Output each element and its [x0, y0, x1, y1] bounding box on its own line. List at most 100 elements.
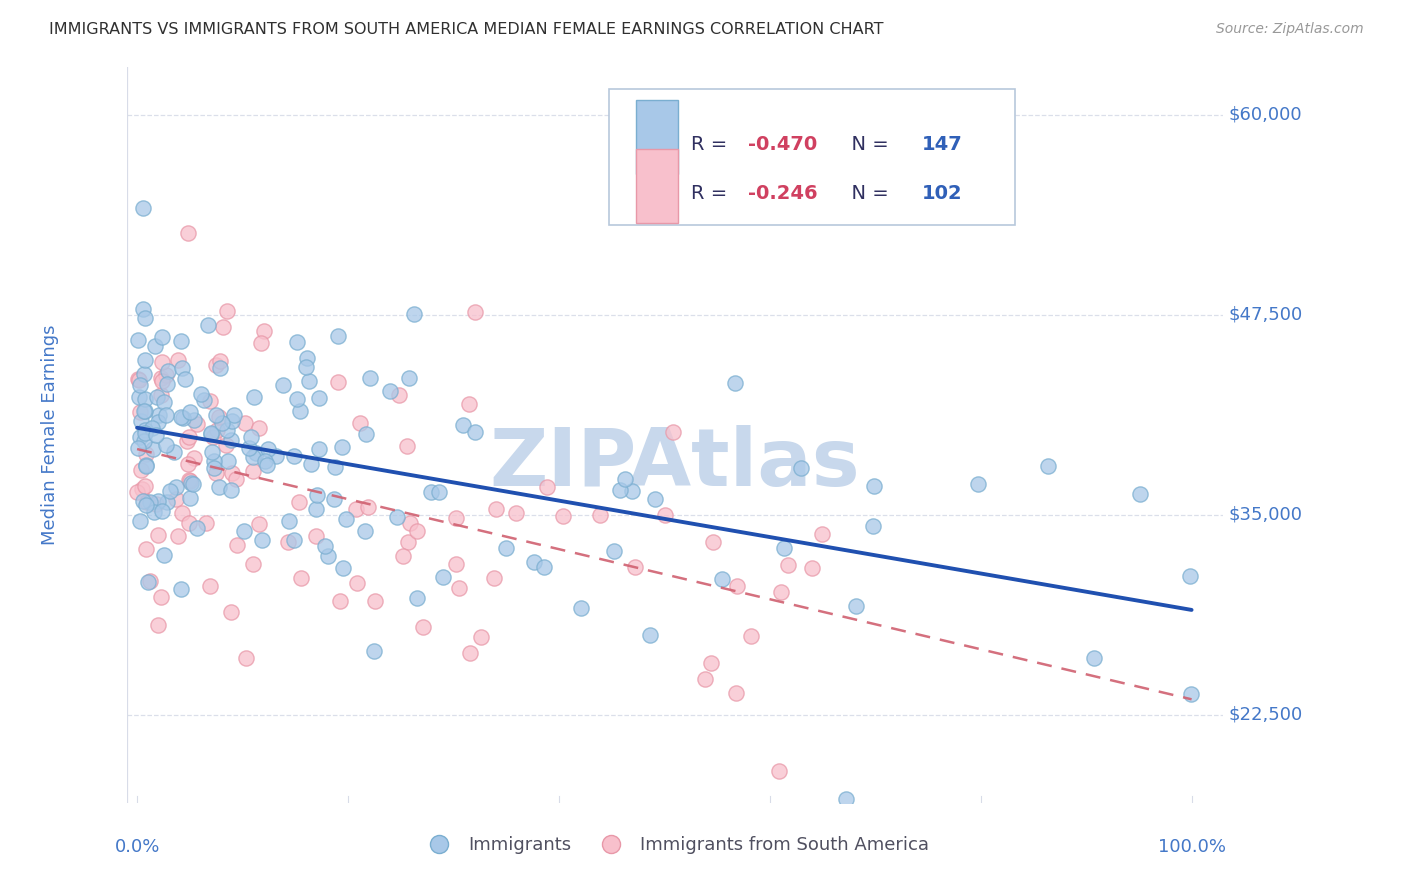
- Point: [176, 434, 198, 448]
- Point: [256, 442, 278, 456]
- Point: [179, 516, 201, 530]
- Point: [132, 201, 155, 215]
- Point: [250, 335, 273, 350]
- Point: [444, 557, 467, 571]
- Point: [967, 476, 990, 491]
- Text: 100.0%: 100.0%: [1157, 838, 1226, 856]
- Point: [150, 330, 173, 344]
- Point: [221, 434, 243, 448]
- Point: [523, 555, 546, 569]
- Point: [662, 425, 685, 439]
- Point: [170, 334, 193, 348]
- Point: [128, 378, 150, 392]
- Point: [134, 423, 156, 437]
- Point: [136, 495, 159, 509]
- Point: [242, 450, 264, 464]
- Point: [205, 358, 228, 372]
- Point: [198, 579, 221, 593]
- Point: [205, 423, 228, 437]
- Text: ZIPAtlas: ZIPAtlas: [489, 425, 860, 503]
- Point: [170, 582, 193, 596]
- Point: [242, 464, 264, 478]
- Point: [200, 427, 222, 442]
- Point: [835, 792, 858, 806]
- Text: 0.0%: 0.0%: [114, 838, 160, 856]
- Point: [155, 408, 177, 422]
- Text: IMMIGRANTS VS IMMIGRANTS FROM SOUTH AMERICA MEDIAN FEMALE EARNINGS CORRELATION C: IMMIGRANTS VS IMMIGRANTS FROM SOUTH AMER…: [49, 22, 884, 37]
- Point: [354, 524, 377, 538]
- Point: [505, 506, 527, 520]
- Point: [134, 352, 156, 367]
- Point: [165, 480, 187, 494]
- Point: [693, 673, 716, 687]
- Point: [135, 541, 157, 556]
- Point: [221, 414, 243, 428]
- Point: [305, 529, 328, 543]
- Point: [644, 492, 666, 507]
- Point: [240, 430, 263, 444]
- Text: $22,500: $22,500: [1229, 706, 1303, 723]
- Point: [172, 506, 194, 520]
- Point: [150, 591, 173, 605]
- Point: [226, 538, 249, 552]
- Point: [201, 445, 224, 459]
- Point: [245, 445, 267, 459]
- Point: [181, 477, 204, 491]
- Text: Median Female Earnings: Median Female Earnings: [41, 325, 59, 545]
- Point: [134, 425, 156, 440]
- Point: [724, 686, 747, 700]
- Point: [148, 408, 170, 422]
- Point: [128, 391, 150, 405]
- Point: [148, 528, 170, 542]
- Point: [451, 417, 474, 432]
- Point: [357, 500, 380, 514]
- Point: [1129, 487, 1152, 501]
- Point: [179, 405, 201, 419]
- Text: 147: 147: [922, 135, 962, 153]
- Point: [132, 434, 155, 449]
- Point: [811, 527, 834, 541]
- Point: [146, 390, 169, 404]
- Point: [145, 497, 167, 511]
- Point: [247, 516, 270, 531]
- Point: [464, 425, 486, 439]
- Point: [711, 572, 734, 586]
- Point: [202, 454, 225, 468]
- Point: [432, 570, 454, 584]
- Point: [139, 574, 162, 588]
- Point: [221, 466, 243, 480]
- Point: [177, 226, 200, 240]
- Point: [427, 485, 450, 500]
- Point: [295, 359, 318, 374]
- Point: [208, 410, 231, 425]
- Point: [724, 376, 747, 390]
- Point: [134, 404, 156, 418]
- Point: [387, 388, 409, 402]
- Point: [134, 404, 156, 418]
- Point: [142, 442, 165, 457]
- Point: [233, 417, 256, 431]
- Point: [205, 467, 228, 481]
- Point: [163, 445, 186, 459]
- Point: [264, 449, 287, 463]
- Point: [396, 535, 419, 549]
- Point: [190, 387, 212, 401]
- Point: [172, 411, 194, 425]
- Point: [208, 360, 231, 375]
- Point: [183, 413, 205, 427]
- Point: [200, 425, 222, 440]
- Point: [609, 483, 631, 498]
- Point: [458, 646, 481, 660]
- Point: [495, 541, 517, 555]
- Point: [359, 371, 381, 385]
- Point: [1036, 459, 1059, 474]
- Point: [156, 377, 179, 392]
- Point: [179, 491, 201, 505]
- FancyBboxPatch shape: [637, 100, 678, 174]
- Point: [127, 441, 149, 455]
- Text: $60,000: $60,000: [1229, 106, 1302, 124]
- Point: [200, 394, 222, 409]
- Point: [385, 509, 408, 524]
- Point: [215, 304, 238, 318]
- Point: [285, 334, 308, 349]
